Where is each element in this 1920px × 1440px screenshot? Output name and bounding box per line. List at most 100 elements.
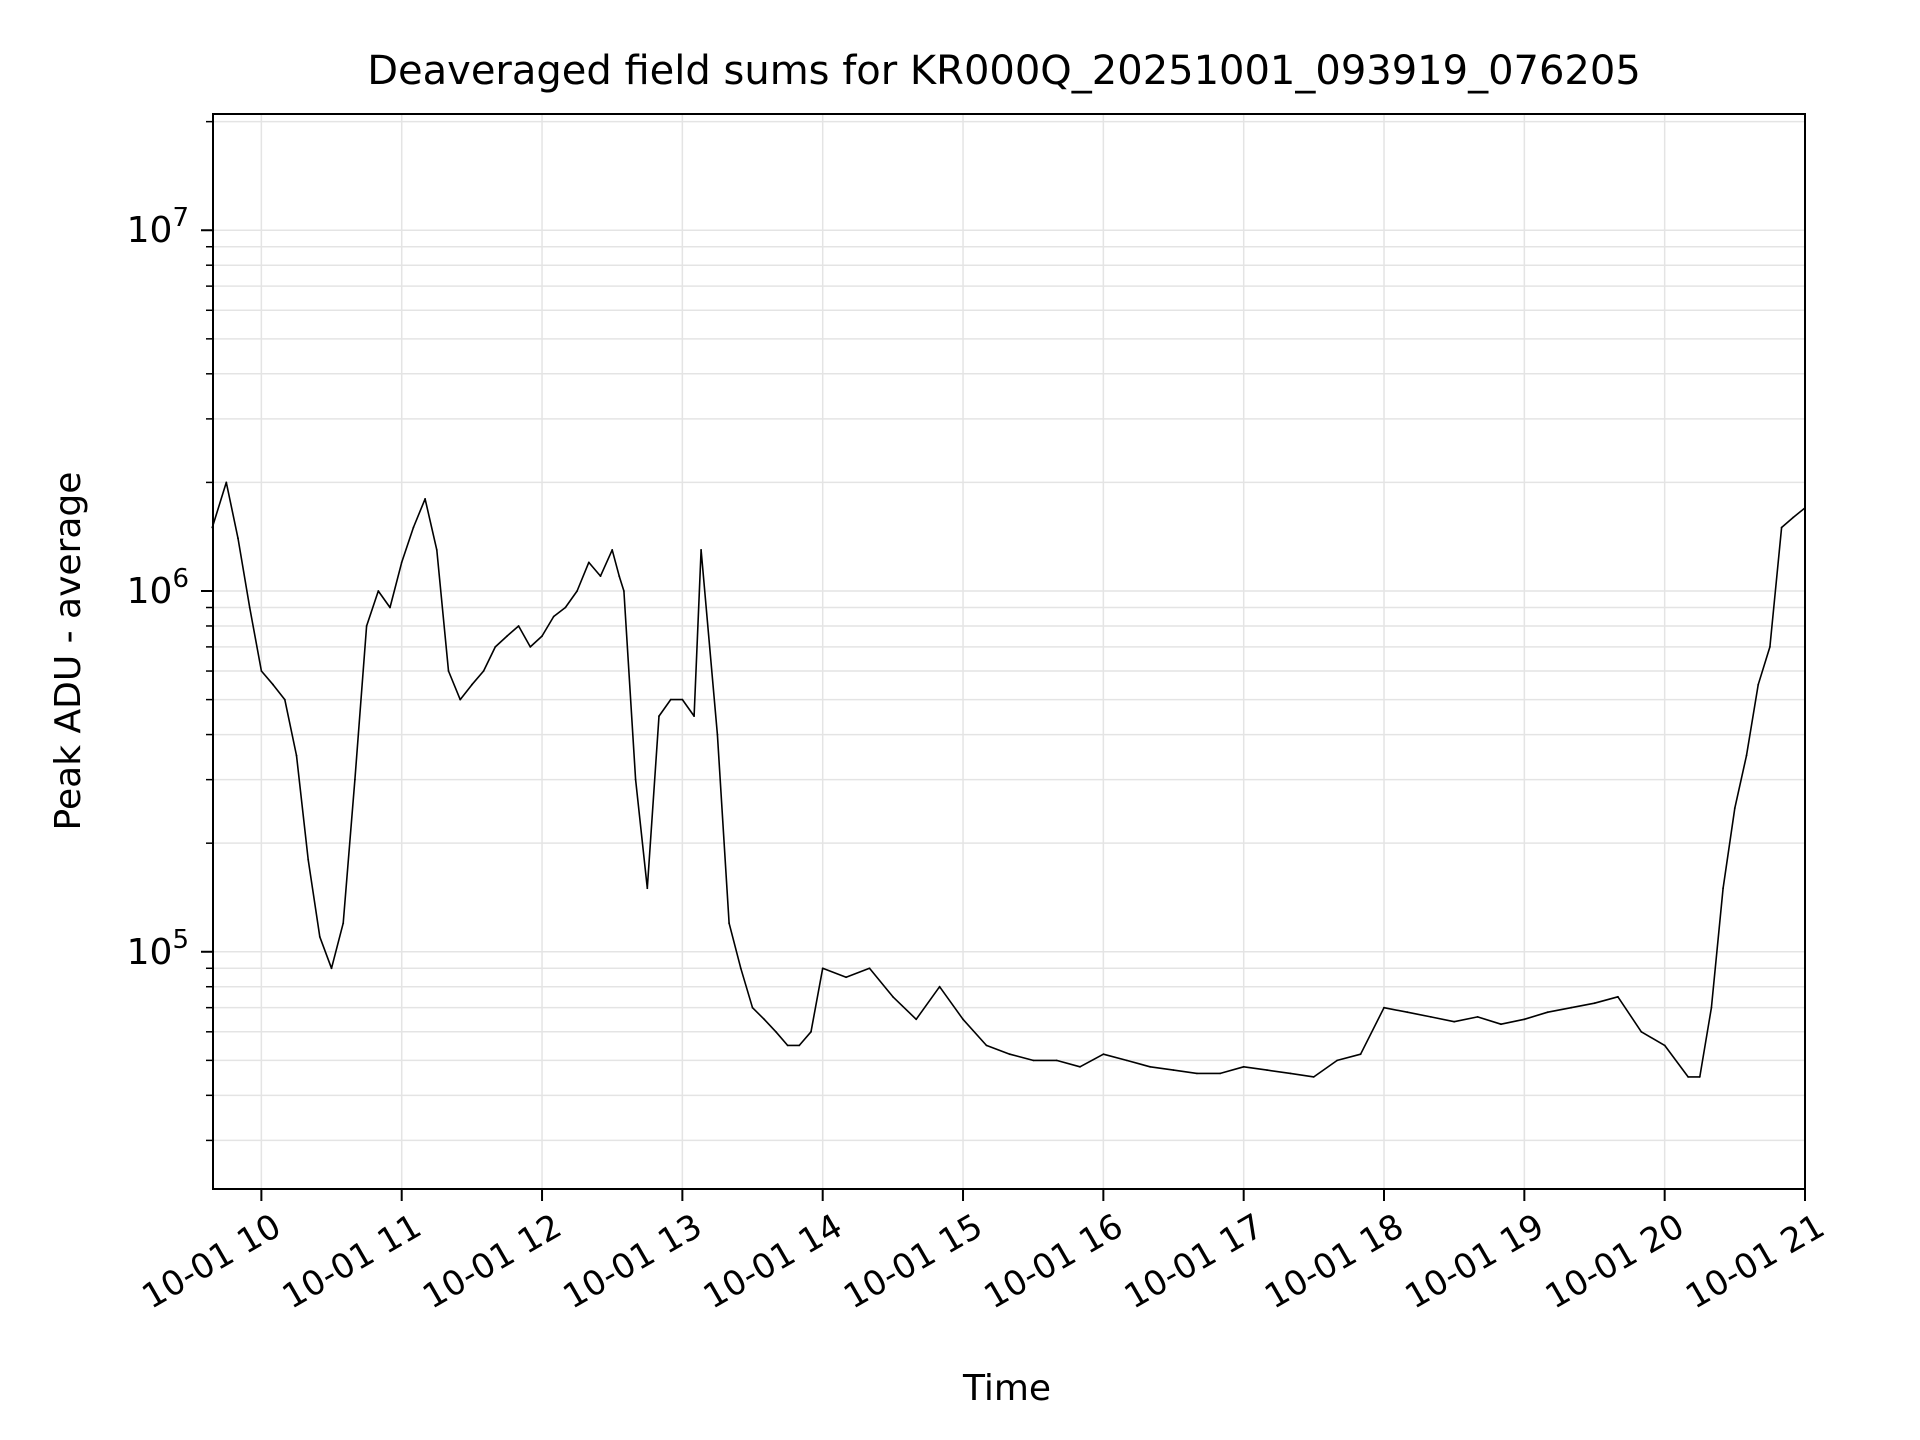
data-point <box>1500 1023 1502 1026</box>
data-point <box>1196 1072 1198 1075</box>
data-point <box>1757 683 1760 686</box>
data-point <box>447 670 450 672</box>
data-point <box>459 698 462 701</box>
y-axis: 105 106 107 <box>127 120 213 1142</box>
data-point <box>552 615 555 618</box>
data-point <box>618 575 621 577</box>
data-point <box>389 606 391 609</box>
data-point <box>1663 1044 1666 1047</box>
data-point <box>1172 1069 1175 1071</box>
data-point <box>1722 887 1724 890</box>
data-point <box>798 1044 801 1047</box>
data-point <box>330 967 333 970</box>
data-point <box>237 537 239 540</box>
data-point <box>1406 1011 1409 1014</box>
data-point <box>775 1030 777 1033</box>
data-point <box>1429 1016 1432 1018</box>
data-point <box>248 606 251 609</box>
data-point <box>1079 1065 1081 1068</box>
data-point <box>283 698 286 701</box>
data-point <box>646 887 649 890</box>
data-point <box>1593 1002 1596 1005</box>
data-point <box>1125 1059 1128 1062</box>
data-point <box>1546 1011 1549 1014</box>
y-axis-label: Peak ADU - average <box>48 472 89 831</box>
data-point <box>1266 1069 1268 1071</box>
data-point <box>1102 1053 1105 1056</box>
data-point <box>693 715 695 717</box>
data-point <box>517 625 520 627</box>
data-point <box>435 549 438 551</box>
data-point <box>354 778 356 781</box>
data-point <box>365 625 368 627</box>
data-point <box>892 995 894 998</box>
y-tick-label: 107 <box>127 203 189 251</box>
plot-frame <box>212 113 1806 1190</box>
data-point <box>599 575 602 577</box>
data-point <box>564 606 567 609</box>
data-point <box>611 549 614 551</box>
data-point <box>576 590 578 592</box>
data-point <box>307 858 310 861</box>
data-point <box>1149 1065 1151 1068</box>
data-point <box>962 1018 964 1021</box>
data-point <box>424 498 426 500</box>
data-point <box>938 985 941 988</box>
data-point <box>728 922 730 925</box>
data-point <box>716 733 719 736</box>
data-point <box>1698 1076 1701 1078</box>
data-point <box>1336 1059 1339 1062</box>
data-point <box>868 967 871 970</box>
data-point <box>915 1018 918 1021</box>
data-point <box>1745 754 1748 757</box>
data-point <box>1769 646 1771 648</box>
grid <box>213 114 1806 1189</box>
data-point <box>810 1030 812 1033</box>
data-point <box>1617 995 1619 998</box>
data-point <box>541 635 543 637</box>
data-point <box>985 1044 988 1047</box>
data-point <box>471 683 473 686</box>
data-point <box>506 635 508 637</box>
data-point <box>623 590 625 592</box>
data-point <box>1032 1059 1035 1062</box>
data-layer <box>211 481 1806 1078</box>
data-point <box>845 976 847 979</box>
data-point <box>700 549 702 551</box>
y-tick-label: 105 <box>127 925 189 973</box>
data-point <box>494 646 497 648</box>
data-point <box>1733 807 1736 810</box>
data-point <box>342 922 345 925</box>
data-point <box>295 754 298 757</box>
data-point <box>272 683 274 686</box>
data-point <box>225 481 228 484</box>
data-point <box>1570 1006 1572 1009</box>
data-point <box>260 670 263 672</box>
data-point <box>1242 1065 1245 1068</box>
data-point <box>1383 1006 1385 1009</box>
data-point <box>482 670 485 672</box>
y-tick-label: 106 <box>127 564 189 612</box>
data-point <box>1792 516 1795 519</box>
data-point <box>1008 1053 1011 1056</box>
data-point <box>1219 1072 1222 1075</box>
data-point <box>1476 1016 1479 1018</box>
data-point <box>1780 526 1783 529</box>
data-point <box>739 967 742 970</box>
data-point <box>634 778 637 781</box>
x-axis-label: Time <box>962 1368 1051 1409</box>
data-point <box>412 526 415 529</box>
data-point <box>763 1018 766 1021</box>
data-point <box>751 1006 754 1009</box>
data-point <box>529 646 532 648</box>
data-point <box>1055 1059 1058 1062</box>
data-point <box>1289 1072 1292 1075</box>
data-point <box>1710 1006 1713 1009</box>
data-point <box>669 698 672 701</box>
data-point <box>1687 1076 1689 1078</box>
data-point <box>786 1044 789 1047</box>
data-point <box>1453 1020 1456 1023</box>
chart-title: Deaveraged field sums for KR000Q_2025100… <box>367 48 1641 94</box>
